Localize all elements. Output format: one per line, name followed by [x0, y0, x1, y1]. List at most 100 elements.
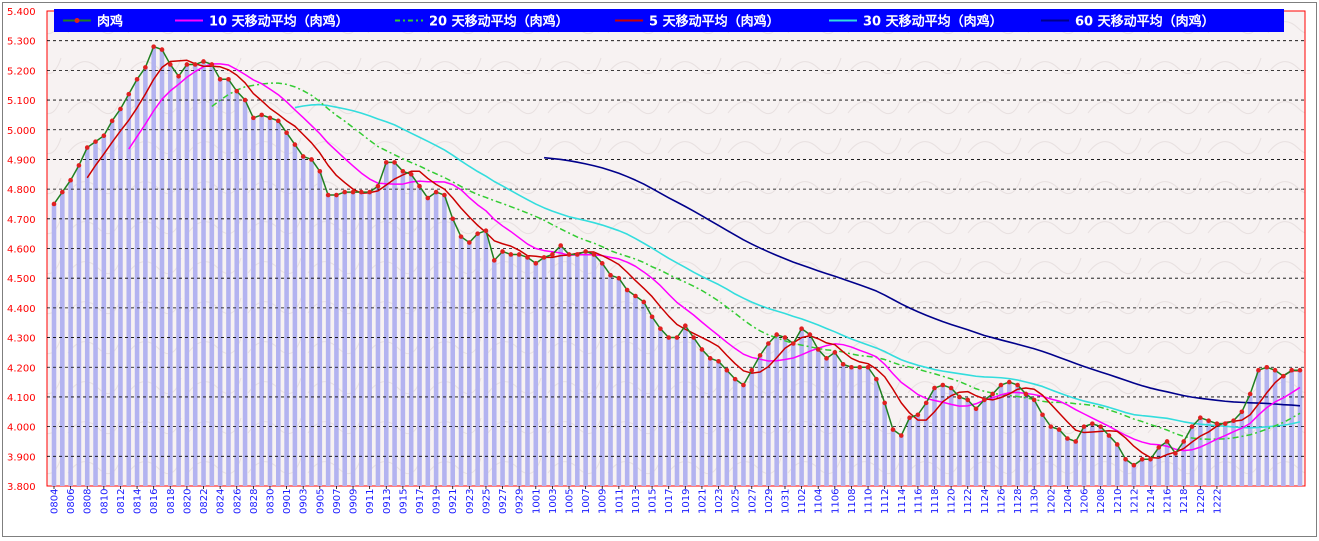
volume-bar: [251, 117, 256, 486]
x-tick-label: 1023: [714, 489, 725, 514]
x-tick-label: 1009: [598, 489, 609, 514]
price-point: [624, 287, 630, 293]
volume-bar: [774, 334, 779, 486]
x-tick-label: 0826: [232, 489, 243, 514]
volume-bar: [201, 61, 206, 486]
price-point: [134, 76, 140, 82]
volume-bar: [458, 236, 464, 486]
price-point: [226, 76, 231, 82]
price-point: [990, 391, 995, 397]
x-tick-label: 0818: [166, 489, 177, 514]
y-tick-label: 4.300: [7, 334, 36, 345]
volume-bar: [732, 379, 738, 486]
price-point: [1156, 445, 1162, 450]
legend-label-price: 肉鸡: [97, 14, 123, 30]
price-point: [467, 240, 472, 245]
price-point: [60, 189, 65, 195]
volume-bar: [624, 290, 630, 486]
x-tick-label: 1104: [814, 489, 825, 514]
volume-bar: [541, 257, 547, 486]
x-tick-label: 0816: [149, 489, 160, 514]
volume-bar: [658, 328, 663, 486]
price-point: [923, 400, 929, 406]
volume-bar: [350, 192, 356, 486]
volume-bar: [467, 242, 472, 486]
x-tick-label: 1130: [1030, 489, 1041, 514]
volume-bar: [284, 132, 289, 486]
y-tick-label: 5.400: [7, 7, 36, 18]
price-point: [76, 163, 82, 168]
price-point: [882, 400, 887, 406]
price-point: [151, 44, 156, 49]
volume-bar: [1181, 441, 1186, 486]
price-point: [832, 350, 838, 355]
volume-bar: [865, 367, 871, 486]
price-point: [109, 118, 115, 124]
y-tick-label: 5.200: [7, 66, 36, 77]
price-point: [309, 157, 314, 162]
series-line-ma30: [294, 103, 1301, 429]
price-point: [275, 118, 281, 124]
volume-bar: [475, 233, 480, 486]
volume-bar: [1106, 435, 1112, 486]
price-point: [790, 341, 796, 346]
price-point: [1114, 442, 1120, 447]
volume-bar: [1281, 376, 1286, 486]
price-point: [292, 142, 298, 147]
volume-bar: [1239, 411, 1245, 486]
price-point: [442, 192, 447, 198]
x-tick-label: 0808: [83, 489, 94, 514]
price-point: [683, 323, 688, 328]
volume-bar: [1023, 393, 1029, 486]
volume-bar: [741, 385, 746, 486]
volume-bar: [824, 358, 829, 486]
price-point: [641, 299, 647, 305]
x-tick-label: 1011: [614, 489, 625, 514]
y-tick-label: 4.000: [7, 423, 36, 434]
x-tick-label: 0909: [349, 489, 360, 514]
x-tick-label: 1124: [980, 489, 991, 514]
price-point: [68, 177, 73, 183]
volume-bar: [1148, 459, 1153, 486]
volume-bar: [649, 316, 655, 486]
volume-bar: [143, 67, 148, 486]
volume-bar: [192, 64, 198, 486]
y-tick-label: 4.500: [7, 274, 36, 285]
volume-bar: [1040, 414, 1045, 486]
price-point: [1247, 391, 1253, 397]
volume-bar: [1073, 441, 1079, 486]
volume-bar: [766, 343, 771, 486]
price-point: [616, 275, 622, 281]
price-point: [325, 192, 331, 198]
volume-bar: [267, 117, 273, 486]
x-tick-label: 0917: [415, 489, 426, 514]
price-point: [741, 382, 746, 388]
price-point: [192, 62, 198, 67]
x-tick-label: 1001: [531, 489, 542, 514]
price-point: [857, 364, 863, 370]
price-point: [143, 65, 148, 70]
x-tick-label: 0929: [515, 489, 526, 514]
x-tick-label: 0925: [481, 489, 492, 514]
volume-bar: [674, 337, 680, 486]
x-tick-label: 1120: [947, 489, 958, 514]
volume-bar: [691, 337, 696, 486]
price-point: [209, 62, 215, 67]
price-point: [334, 192, 339, 198]
price-point: [799, 326, 804, 331]
price-point: [126, 91, 132, 97]
x-tick-label: 1112: [880, 489, 891, 514]
volume-bar: [1090, 423, 1095, 486]
legend-label-ma60: 60 天移动平均（肉鸡）: [1075, 14, 1215, 30]
x-tick-label: 1220: [1196, 489, 1207, 514]
legend: 肉鸡 10 天移动平均（肉鸡） 20 天移动平均（肉鸡） 5 天移动平均（肉鸡） 30 …: [54, 9, 1284, 32]
price-point: [658, 326, 663, 331]
volume-bar: [566, 254, 572, 486]
volume-bar: [516, 254, 522, 486]
volume-bar: [707, 358, 713, 486]
volume-bar: [500, 251, 505, 486]
volume-bar: [1006, 382, 1012, 486]
volume-bar: [558, 245, 563, 486]
x-tick-label: 1204: [1063, 489, 1074, 514]
volume-bar: [234, 91, 240, 486]
